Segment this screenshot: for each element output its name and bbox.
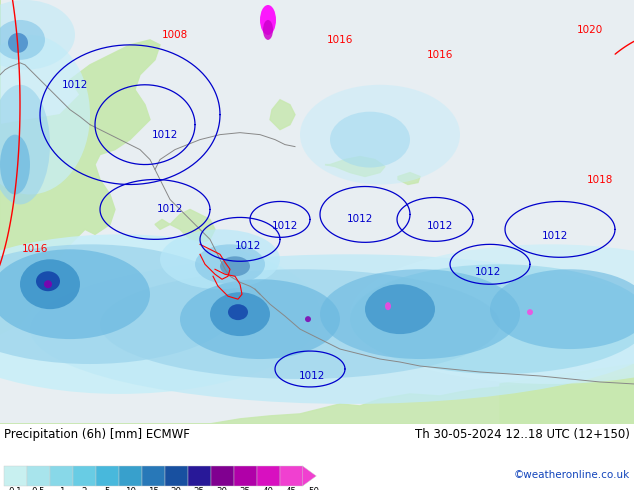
Bar [280,466,302,486]
Text: ©weatheronline.co.uk: ©weatheronline.co.uk [514,470,630,480]
Text: 1008: 1008 [162,30,188,40]
Ellipse shape [320,270,520,359]
Text: 2: 2 [82,487,87,490]
Ellipse shape [36,271,60,291]
Ellipse shape [30,254,634,404]
Text: 1012: 1012 [299,371,325,381]
Ellipse shape [0,35,90,195]
Polygon shape [500,364,634,424]
Ellipse shape [490,270,634,349]
Ellipse shape [0,135,30,195]
Ellipse shape [180,279,340,359]
Polygon shape [0,374,634,424]
Text: 1012: 1012 [157,204,183,215]
Polygon shape [190,259,250,289]
Ellipse shape [160,229,280,289]
Text: 1012: 1012 [235,242,261,251]
Ellipse shape [8,33,28,53]
Text: 45: 45 [285,487,297,490]
Polygon shape [398,172,420,185]
Bar [96,466,119,486]
Ellipse shape [260,5,276,35]
Text: 1: 1 [59,487,64,490]
Text: 1012: 1012 [152,130,178,140]
Ellipse shape [0,0,75,70]
Text: 5: 5 [105,487,110,490]
Text: 25: 25 [193,487,205,490]
Polygon shape [0,0,160,334]
Bar [73,466,96,486]
Text: 20: 20 [171,487,182,490]
Bar [27,466,50,486]
Bar [142,466,165,486]
Text: 1012: 1012 [347,215,373,224]
Text: 35: 35 [240,487,250,490]
Text: Precipitation (6h) [mm] ECMWF: Precipitation (6h) [mm] ECMWF [4,428,190,441]
Bar [257,466,280,486]
Text: 1012: 1012 [427,221,453,231]
Ellipse shape [195,245,265,284]
Text: 0.5: 0.5 [32,487,45,490]
Text: 1012: 1012 [475,267,501,277]
Bar [188,466,210,486]
Polygon shape [302,466,316,486]
Polygon shape [155,209,215,245]
Bar [234,466,257,486]
Text: 40: 40 [262,487,274,490]
Ellipse shape [330,112,410,168]
Ellipse shape [350,245,634,384]
Ellipse shape [0,245,240,364]
Bar [165,466,188,486]
Text: 15: 15 [148,487,158,490]
Ellipse shape [0,249,150,339]
Text: 1018: 1018 [587,174,613,185]
Polygon shape [270,100,295,130]
Ellipse shape [263,20,273,40]
Text: Th 30-05-2024 12..18 UTC (12+150): Th 30-05-2024 12..18 UTC (12+150) [415,428,630,441]
Ellipse shape [527,309,533,315]
Bar [50,466,73,486]
Ellipse shape [20,259,80,309]
Text: 1016: 1016 [22,245,48,254]
Bar [4,466,27,486]
Bar [210,466,234,486]
Text: 30: 30 [217,487,228,490]
Text: 1012: 1012 [61,80,88,90]
Ellipse shape [300,85,460,185]
Ellipse shape [0,85,50,204]
Text: 1020: 1020 [577,25,603,35]
Ellipse shape [0,20,45,60]
Ellipse shape [210,292,270,336]
Text: 0.1: 0.1 [9,487,22,490]
Polygon shape [325,157,385,176]
Text: 1012: 1012 [272,221,298,231]
Ellipse shape [0,234,320,394]
Text: 10: 10 [125,487,136,490]
Ellipse shape [228,304,248,320]
Ellipse shape [44,280,52,288]
Ellipse shape [100,270,500,379]
Text: 50: 50 [309,487,320,490]
Ellipse shape [305,316,311,322]
Text: 1012: 1012 [542,231,568,242]
Ellipse shape [365,284,435,334]
Text: 1016: 1016 [327,35,353,45]
Bar [119,466,142,486]
Ellipse shape [350,264,634,374]
Ellipse shape [385,302,391,310]
Ellipse shape [220,256,250,276]
Text: 1016: 1016 [427,50,453,60]
